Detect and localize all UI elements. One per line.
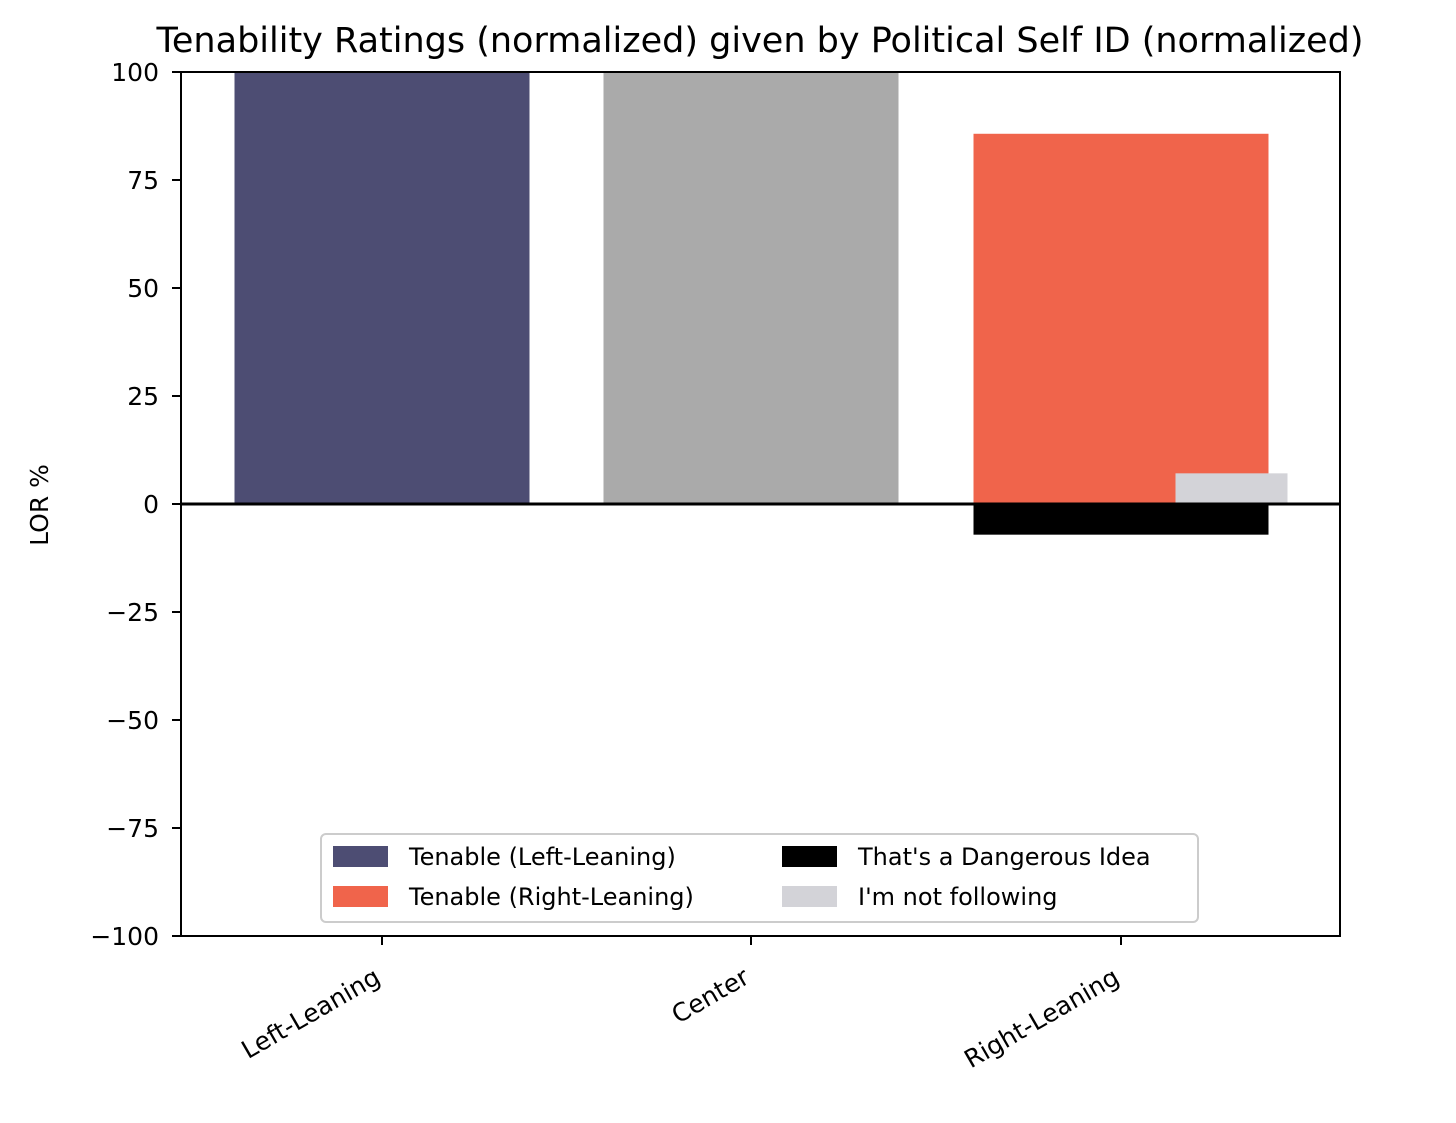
y-tick-label: −25 <box>106 598 159 627</box>
y-tick-label: −100 <box>90 922 159 951</box>
y-tick-label: 75 <box>127 166 159 195</box>
legend-label-i-m-not-following: I'm not following <box>858 883 1058 911</box>
legend-label-that-s-a-dangerous-idea: That's a Dangerous Idea <box>857 843 1151 871</box>
bar-dangerous-idea-right-leaning <box>973 504 1269 535</box>
y-axis-label: LOR % <box>25 464 54 546</box>
bar-not-following-right-leaning <box>1175 473 1288 504</box>
chart-title: Tenability Ratings (normalized) given by… <box>155 21 1363 61</box>
legend-box <box>320 833 1199 923</box>
y-tick-label: 50 <box>127 274 159 303</box>
plot-area: 100 75 50 25 0 −25 −50 −75 −100 Left-Leaning Cente… <box>90 58 1341 1074</box>
bar-tenable-center <box>603 72 899 504</box>
y-tick-label: 0 <box>143 490 159 519</box>
y-tick-label: 25 <box>127 382 159 411</box>
legend-label-tenable-left-leaning: Tenable (Left-Leaning) <box>408 843 676 871</box>
y-tick-label: −50 <box>106 706 159 735</box>
bar-tenable-right-leaning <box>973 133 1269 504</box>
y-tick-label: −75 <box>106 814 159 843</box>
x-tick-label-left-leaning: Left-Leaning <box>236 962 385 1064</box>
bar-tenable-left-leaning <box>234 72 530 504</box>
x-tick-label-right-leaning: Right-Leaning <box>959 962 1124 1074</box>
y-tick-label: 100 <box>111 58 159 87</box>
x-tick-label-center: Center <box>667 962 755 1030</box>
legend-label-tenable-right-leaning: Tenable (Right-Leaning) <box>408 883 694 911</box>
legend-swatch-tenable-left-leaning <box>333 846 388 867</box>
legend-swatch-i-m-not-following <box>782 886 837 907</box>
legend-swatch-tenable-right-leaning <box>333 886 388 907</box>
legend-swatch-that-s-a-dangerous-idea <box>782 846 837 867</box>
